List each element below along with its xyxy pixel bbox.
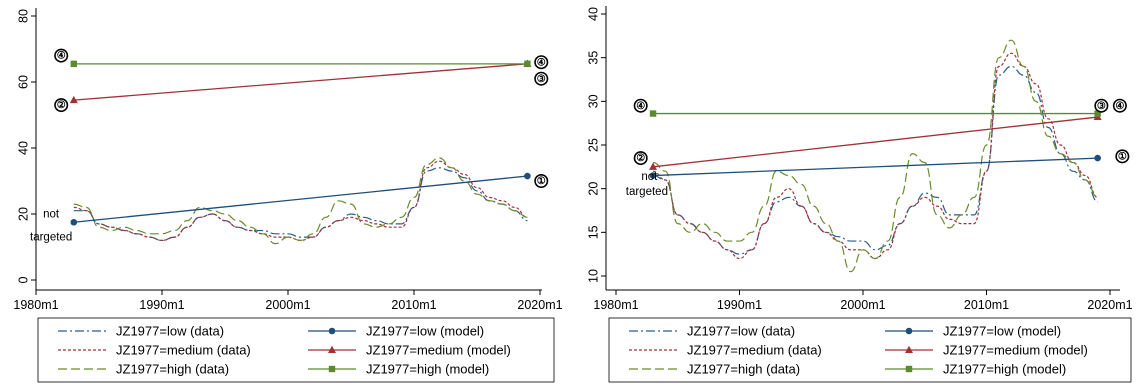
data-series-line (73, 160, 528, 242)
model-point (649, 162, 658, 170)
x-tick-label: 1990m1 (717, 298, 762, 312)
legend-label: JZ1977=low (data) (687, 324, 795, 339)
model-point (649, 110, 657, 117)
x-tick-label: 2010m1 (964, 298, 1009, 312)
annotation-label: ④ (636, 101, 645, 112)
legend-label: JZ1977=medium (data) (116, 343, 251, 358)
model-point (524, 60, 531, 68)
legend-marker (328, 345, 336, 353)
model-point (1094, 110, 1101, 117)
annotation-circle (1094, 98, 1109, 113)
y-tick-label: 40 (586, 7, 600, 21)
annotation-circle (1115, 149, 1130, 164)
x-tick-label: 2000m1 (265, 298, 310, 312)
y-tick-label: 35 (586, 51, 600, 65)
y-tick-label: 60 (16, 75, 30, 89)
legend-label: JZ1977=medium (model) (943, 343, 1088, 358)
y-tick-label: 30 (586, 94, 600, 108)
y-tick-label: 40 (16, 141, 30, 155)
x-tick-label: 2020m1 (1087, 298, 1132, 312)
legend-label: JZ1977=high (data) (116, 362, 229, 377)
annotation-circle (534, 55, 549, 70)
data-series-line (652, 52, 1098, 260)
y-tick-label: 80 (16, 9, 30, 23)
y-tick-label: 15 (586, 225, 600, 239)
annotation-circle (54, 98, 69, 113)
annotation-note: targeted (626, 186, 668, 198)
legend-label: JZ1977=low (model) (366, 324, 484, 339)
x-tick-label: 1990m1 (139, 298, 184, 312)
annotation-note: not (43, 208, 60, 220)
annotation-label: ② (57, 100, 66, 111)
legend-label: JZ1977=high (model) (366, 362, 489, 377)
data-series-line (652, 39, 1098, 273)
y-tick-label: 10 (586, 269, 600, 283)
model-series-line (73, 63, 528, 101)
model-point (649, 172, 657, 179)
annotation-circle (633, 98, 648, 113)
x-tick-label: 2010m1 (391, 298, 436, 312)
chart-panel-2: 10 15 20 25 30 35 40 1980m1 1990m1 2000m1 2010m1 20… (586, 6, 1133, 383)
legend-box (608, 317, 1132, 383)
annotation-circle (633, 151, 648, 166)
legend-marker (328, 327, 336, 335)
y-tick-label: 0 (16, 276, 30, 283)
annotation-note: targeted (30, 231, 72, 243)
annotation-circle (54, 48, 69, 63)
x-tick-label: 2000m1 (840, 298, 885, 312)
annotation-label: ④ (1115, 101, 1124, 112)
annotation-label: ② (636, 153, 645, 164)
legend-box (37, 317, 555, 383)
x-tick-label: 1980m1 (13, 298, 58, 312)
model-point (69, 95, 78, 104)
model-point (1094, 154, 1101, 162)
model-point (524, 172, 531, 180)
data-series-line (73, 167, 528, 242)
legend-label: JZ1977=high (data) (687, 362, 800, 377)
legend-marker (905, 345, 913, 353)
y-tick-label: 25 (586, 138, 600, 152)
model-series-line (73, 175, 528, 223)
legend-marker (905, 327, 913, 335)
model-series-line (653, 157, 1098, 177)
annotation-circle (534, 71, 549, 86)
legend-label: JZ1977=medium (data) (687, 343, 822, 358)
annotation-label: ① (1118, 151, 1127, 162)
legend-label: JZ1977=medium (model) (366, 343, 511, 358)
model-point (70, 218, 78, 226)
chart-panel-1: 0 20 40 60 80 1980m1 1990m1 2000m1 2010m1 2020m1 ④… (13, 8, 563, 383)
annotation-label: ① (537, 176, 546, 187)
x-tick-label: 1980m1 (593, 298, 638, 312)
y-tick-label: 20 (16, 207, 30, 221)
legend-marker (905, 365, 913, 373)
annotation-circle (534, 174, 549, 189)
legend-marker (328, 365, 336, 373)
model-series-line (652, 116, 1098, 168)
y-tick-label: 20 (586, 182, 600, 196)
annotation-label: ③ (1097, 101, 1106, 112)
annotation-note: not (641, 171, 658, 183)
annotation-label: ④ (57, 51, 66, 62)
annotation-circle (1112, 98, 1127, 113)
data-series-line (73, 157, 528, 245)
legend-label: JZ1977=low (model) (943, 324, 1061, 339)
annotation-label: ④ (537, 57, 546, 68)
legend-label: JZ1977=low (data) (116, 324, 224, 339)
annotation-label: ③ (537, 74, 546, 85)
x-tick-label: 2020m1 (517, 298, 562, 312)
legend-label: JZ1977=high (model) (943, 362, 1066, 377)
model-point (70, 60, 77, 68)
